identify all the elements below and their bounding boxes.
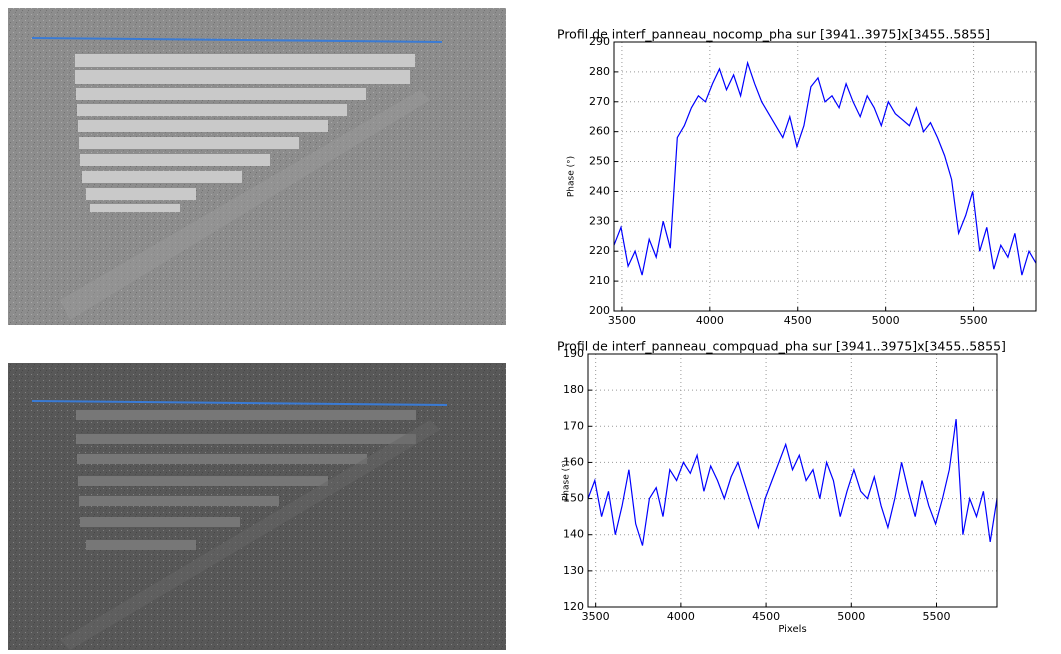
y-tick-label: 160 (563, 455, 584, 468)
y-tick-label: 130 (563, 564, 584, 577)
sar-image-bottom (8, 363, 506, 650)
y-tick-label: 240 (589, 184, 610, 197)
y-tick-label: 270 (589, 95, 610, 108)
y-tick-label: 180 (563, 383, 584, 396)
plot-frame (587, 353, 998, 608)
chart-title: Profil de interf_panneau_compquad_pha su… (557, 339, 1006, 354)
y-tick-label: 290 (589, 35, 610, 48)
y-tick-label: 140 (563, 528, 584, 541)
x-axis-label: Pixels (778, 624, 806, 635)
x-tick-label: 3500 (582, 610, 610, 623)
y-tick-label: 260 (589, 125, 610, 138)
x-tick-label: 5000 (872, 314, 900, 327)
y-tick-label: 220 (589, 244, 610, 257)
y-tick-label: 170 (563, 419, 584, 432)
y-tick-label: 280 (589, 65, 610, 78)
x-tick-label: 4000 (667, 610, 695, 623)
x-tick-label: 3500 (608, 314, 636, 327)
y-axis-label: Phase (°) (562, 460, 572, 501)
x-tick-label: 5000 (837, 610, 865, 623)
line-chart: 120 130 140 150 160 170 180 190 3500 4000 4500 5000… (557, 339, 1006, 636)
y-axis-label: Phase (°) (567, 156, 577, 197)
y-tick-label: 250 (589, 155, 610, 168)
y-tick-label: 230 (589, 214, 610, 227)
y-tick-label: 150 (563, 492, 584, 505)
x-tick-label: 4500 (784, 314, 812, 327)
data-line (587, 419, 998, 546)
data-line (613, 60, 1037, 276)
x-tick-label: 4500 (752, 610, 780, 623)
y-tick-label: 200 (589, 304, 610, 317)
sar-image-top (8, 8, 506, 325)
x-tick-label: 5500 (960, 314, 988, 327)
y-tick-label: 120 (563, 600, 584, 613)
plot-frame (613, 41, 1037, 312)
x-tick-label: 5500 (923, 610, 951, 623)
y-tick-label: 190 (563, 347, 584, 360)
chart-title: Profil de interf_panneau_nocomp_pha sur … (557, 27, 990, 42)
y-tick-label: 210 (589, 274, 610, 287)
line-chart: 200 210 220 230 240 250 260 270 280 290 3500 4000 45… (557, 27, 1037, 327)
x-tick-label: 4000 (696, 314, 724, 327)
